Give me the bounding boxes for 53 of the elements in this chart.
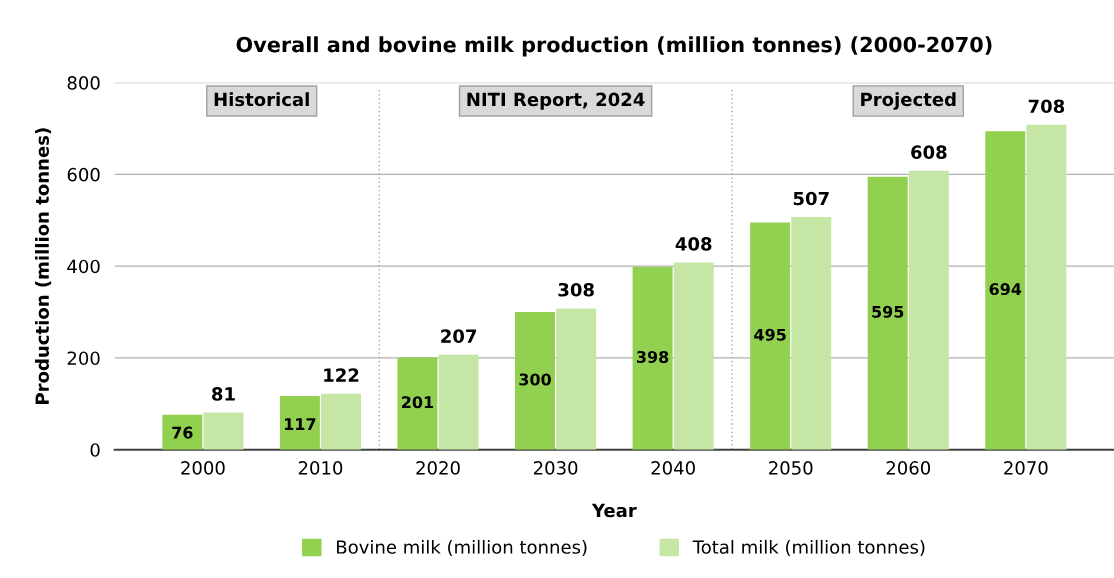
data-label: 117 [285,418,316,430]
y-tick-label: 0 [90,443,100,457]
data-label: 408 [675,237,712,251]
legend-label: Total milk (million tonnes) [692,539,925,556]
data-label: 201 [402,396,434,409]
bar [438,354,479,450]
chart-title: Overall and bovine milk production (million tonnes) (2000-2070) [236,36,992,57]
bar [279,396,320,450]
y-tick-label: 600 [67,167,100,182]
bar [397,357,438,450]
x-tick-label: 2050 [769,461,813,475]
data-label: 708 [1028,99,1065,114]
bar [632,267,673,450]
bar [515,312,555,450]
y-tick-label: 800 [67,76,100,90]
band-label: Projected [861,92,956,110]
bar [750,222,791,450]
data-label: 207 [441,329,477,343]
y-tick-label: 200 [67,351,100,366]
data-label: 122 [324,368,359,382]
x-tick-label: 2020 [416,461,460,475]
legend-label: Bovine milk (million tonnes) [337,539,587,556]
data-label: 81 [212,387,235,401]
bar [867,176,908,450]
data-label: 694 [989,283,1022,296]
data-label: 595 [872,305,904,318]
bar [321,393,362,450]
bar [203,412,244,450]
bar [673,262,714,450]
data-label: 398 [636,350,669,364]
data-label: 495 [754,328,786,341]
y-axis-title: Production (million tonnes) [35,128,52,404]
data-label: 608 [911,145,947,159]
x-tick-label: 2070 [1004,461,1048,475]
x-tick-label: 2060 [886,461,931,475]
band-label: Historical [214,92,309,107]
bar [791,217,832,450]
x-tick-label: 2030 [533,461,578,475]
data-label: 76 [172,426,193,439]
band-label: NITI Report, 2024 [467,92,645,110]
x-tick-label: 2010 [298,461,343,475]
data-label: 308 [558,282,594,297]
bar [162,414,203,450]
x-tick-label: 2000 [181,461,225,475]
bar [556,308,597,450]
y-tick-label: 400 [67,259,100,274]
bar [985,131,1026,450]
data-label: 507 [793,191,829,206]
bar [908,170,949,450]
x-tick-label: 2040 [651,461,695,475]
x-axis-title: Year [591,503,637,518]
bar [1026,124,1067,450]
data-label: 300 [519,373,551,386]
